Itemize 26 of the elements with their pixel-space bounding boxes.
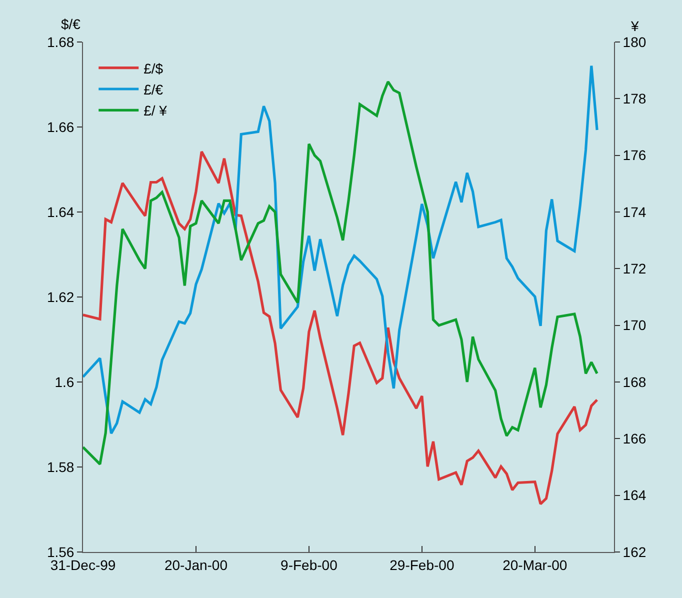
y-axis-title: $/€ [61,16,81,32]
y2-tick-label: 162 [622,544,646,560]
x-tick-label: 29-Feb-00 [390,556,454,573]
x-tick-label: 20-Jan-00 [164,556,228,573]
legend-label: £/ ¥ [144,102,168,119]
line-series [83,150,598,506]
y2-tick-label: 180 [622,34,646,50]
y2-tick-label: 170 [622,317,646,334]
x-tick-label: 9-Feb-00 [280,556,338,573]
y-tick-label: 1.66 [46,118,74,135]
y2-tick-label: 168 [622,374,646,390]
y2-tick-label: 166 [622,430,646,447]
y-tick-label: 1.62 [46,288,74,305]
y-tick-label: 1.58 [46,458,74,475]
y2-axis-title: ¥ [630,18,639,34]
y2-tick-label: 172 [622,260,646,277]
y2-tick-label: 174 [622,204,646,220]
y2-tick-label: 176 [622,147,646,164]
y2-tick-label: 178 [622,90,646,107]
y2-tick-label: 164 [622,487,646,504]
legend-label: £/$ [144,60,164,76]
legend-label: £/€ [144,81,164,98]
x-tick-label: 20-Mar-00 [502,556,568,573]
y-tick-label: 1.68 [46,34,74,50]
y-tick-label: 1.64 [46,204,74,220]
y-tick-label: 1.6 [54,374,74,390]
